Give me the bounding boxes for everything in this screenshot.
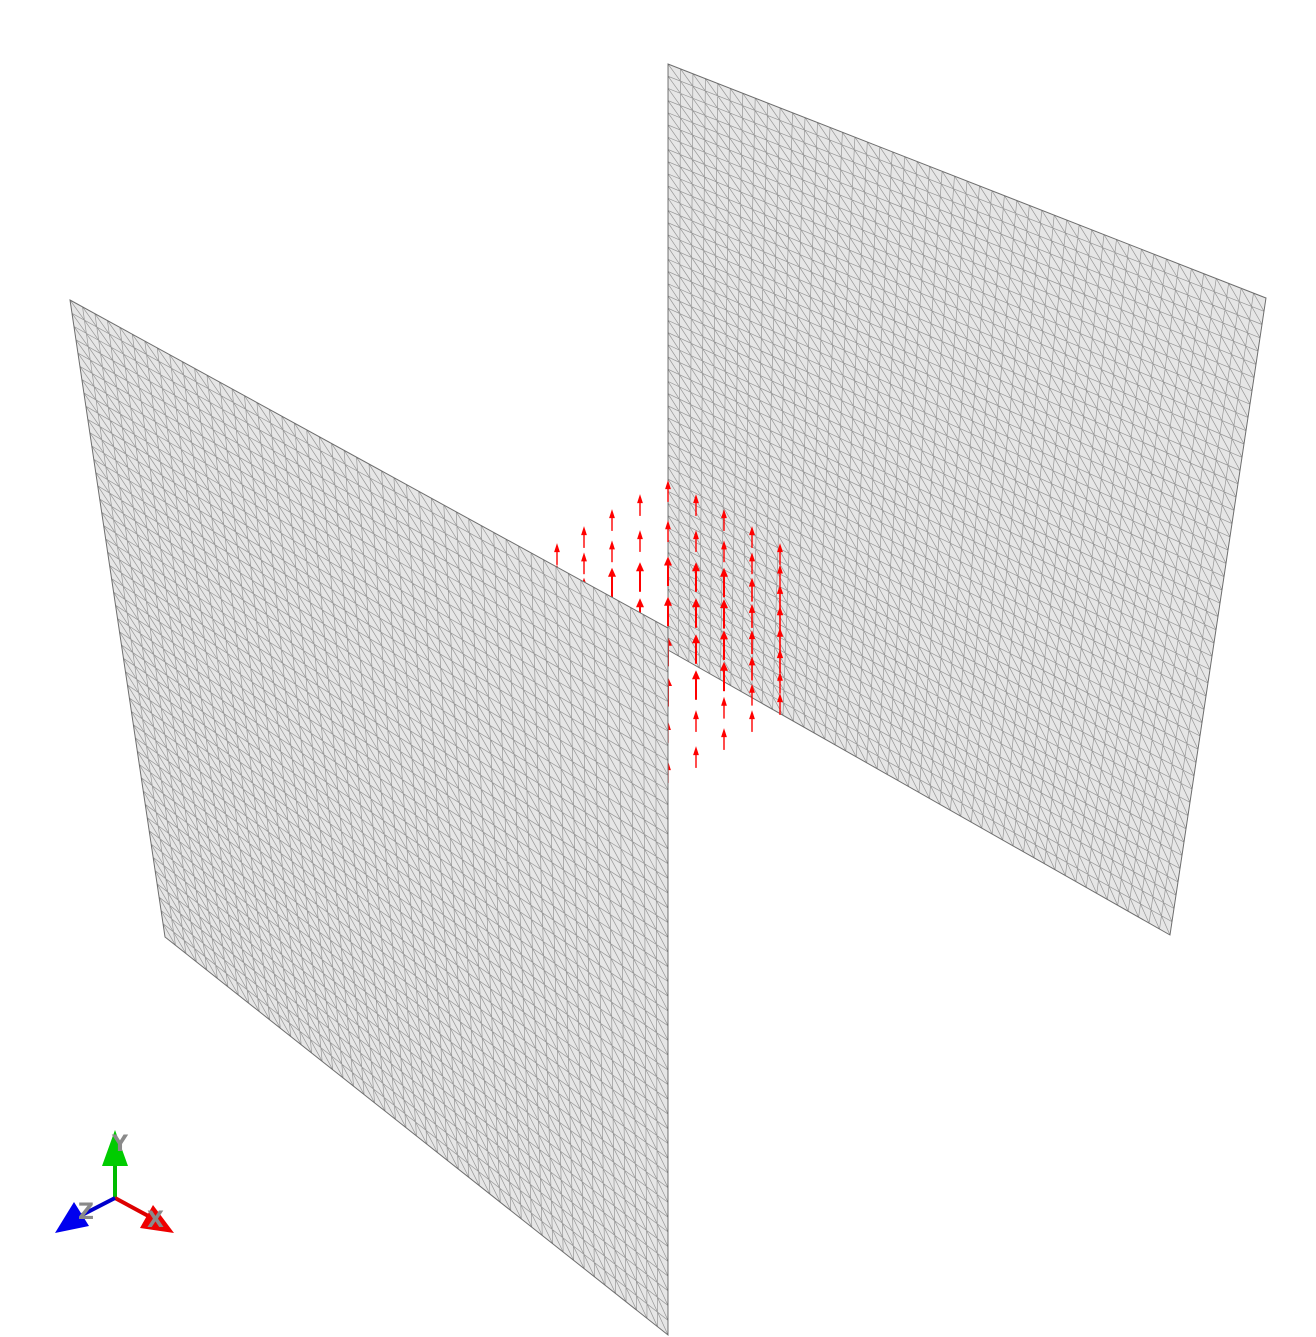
vector-arrow <box>693 494 699 516</box>
vector-arrow <box>692 598 700 628</box>
x-axis-line <box>114 1196 153 1220</box>
mesh-lines <box>70 300 668 1335</box>
x-axis-label: X <box>147 1208 164 1233</box>
mesh-lines <box>668 64 1266 935</box>
vector-arrow <box>665 480 671 502</box>
vector-arrow <box>748 603 756 628</box>
vector-arrow <box>748 656 756 681</box>
vector-arrow <box>664 556 672 586</box>
vector-arrow <box>777 693 783 715</box>
vector-arrow <box>665 520 671 542</box>
vector-arrow <box>776 584 784 609</box>
vector-arrow <box>693 530 699 552</box>
z-axis-line <box>79 1196 116 1218</box>
vector-arrow <box>721 509 727 531</box>
vector-arrow <box>608 567 616 598</box>
y-axis-arrowhead <box>102 1130 128 1166</box>
vector-arrow <box>609 540 615 563</box>
vector-arrow <box>749 526 755 548</box>
vector-arrow <box>777 543 783 565</box>
vector-arrow <box>637 494 643 516</box>
vector-arrow <box>637 530 643 552</box>
vector-arrow <box>609 509 615 531</box>
vector-arrow <box>664 596 672 627</box>
vector-arrow <box>554 543 560 565</box>
mesh-plane-right <box>667 63 1267 936</box>
vector-arrow <box>777 564 783 587</box>
axes-triad: Y X Z <box>55 1130 174 1233</box>
vector-arrow <box>749 552 755 575</box>
plane-left-mesh <box>70 300 668 1335</box>
vector-arrow <box>692 634 700 664</box>
vector-arrow <box>636 562 644 592</box>
vector-arrow <box>720 599 728 629</box>
vector-arrow <box>692 670 700 700</box>
vector-arrow <box>693 710 699 732</box>
vector-arrow <box>749 683 755 706</box>
vector-arrow <box>581 552 587 575</box>
vector-arrow <box>721 728 727 750</box>
mesh-plane-left <box>69 299 669 1337</box>
plane-right-mesh <box>668 64 1266 935</box>
vector-arrow <box>720 630 728 660</box>
z-axis-arrowhead <box>55 1202 89 1233</box>
vector-arrow <box>776 606 784 631</box>
vector-arrow <box>776 627 784 652</box>
vector-arrow <box>777 671 783 694</box>
vector-arrow <box>776 649 784 674</box>
vector-arrow <box>748 630 756 655</box>
vector-arrow <box>749 710 755 732</box>
vector-arrow <box>693 746 699 768</box>
vector-arrow <box>692 562 700 592</box>
vector-arrow <box>720 567 728 598</box>
vector-arrow <box>748 577 756 602</box>
x-axis-arrowhead <box>140 1205 174 1233</box>
vector-arrow <box>721 696 727 719</box>
z-axis-label: Z <box>78 1200 94 1225</box>
vector-arrow <box>721 540 727 563</box>
y-axis-label: Y <box>111 1132 129 1157</box>
vector-arrow <box>581 526 587 548</box>
vector-arrow <box>720 661 728 692</box>
